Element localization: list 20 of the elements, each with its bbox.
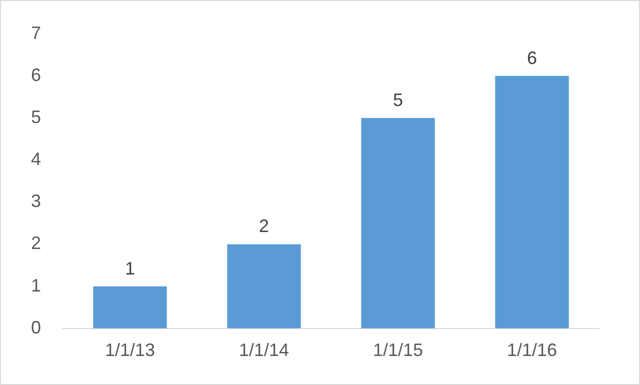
x-tick-label: 1/1/15 xyxy=(372,340,424,360)
x-tick-label: 1/1/13 xyxy=(104,340,156,360)
bar xyxy=(361,118,435,328)
bar xyxy=(93,286,167,328)
y-tick-label: 3 xyxy=(30,191,42,212)
data-label: 2 xyxy=(259,216,270,236)
bar xyxy=(495,76,569,328)
y-tick-label: 5 xyxy=(30,106,42,127)
y-tick-label: 7 xyxy=(30,22,42,43)
x-tick-label: 1/1/16 xyxy=(506,340,558,360)
y-tick-label: 2 xyxy=(30,233,42,254)
y-tick-label: 4 xyxy=(30,149,42,170)
data-label: 6 xyxy=(526,48,538,68)
data-label: 1 xyxy=(125,258,136,278)
bar xyxy=(227,244,301,328)
data-label: 5 xyxy=(392,90,404,110)
y-tick-label: 6 xyxy=(30,64,42,85)
y-tick-label: 1 xyxy=(30,275,42,296)
y-tick-label: 0 xyxy=(30,317,42,338)
x-tick-label: 1/1/14 xyxy=(238,340,290,360)
